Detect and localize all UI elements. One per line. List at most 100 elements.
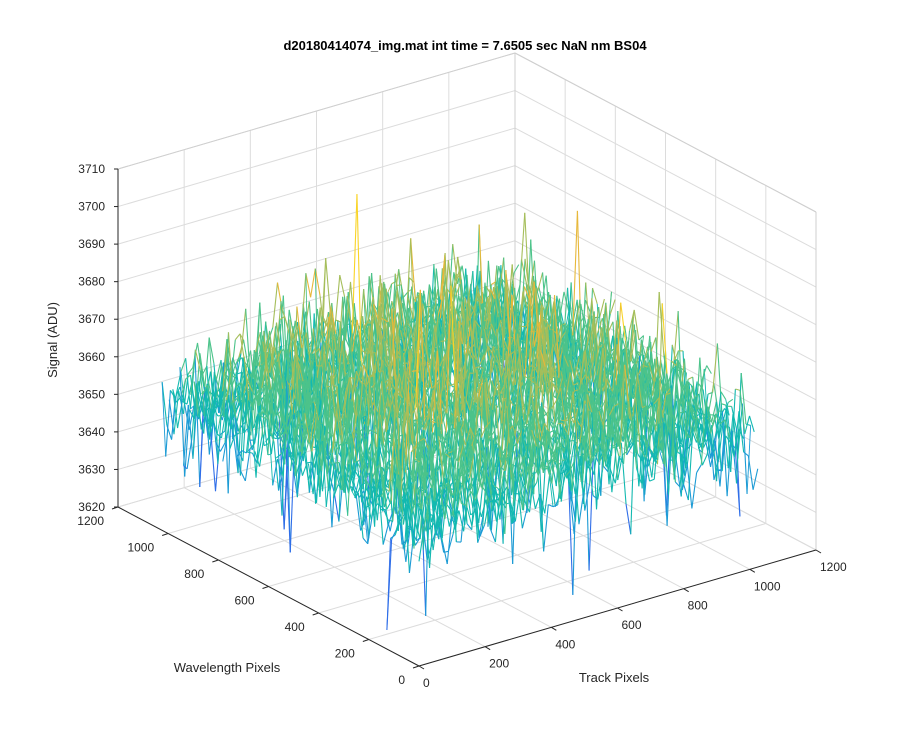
surface-segment	[334, 461, 340, 464]
surface-segment	[464, 418, 471, 447]
surface-segment	[496, 328, 502, 378]
surface-segment	[498, 257, 505, 300]
surface-segment	[351, 329, 358, 372]
surface-segment	[383, 281, 390, 330]
surface-segment	[203, 337, 210, 392]
surface-segment	[448, 344, 454, 398]
surface-segment	[403, 317, 410, 352]
surface-segment	[589, 314, 595, 385]
surface-segment	[201, 388, 207, 395]
surface-segment	[607, 321, 614, 333]
surface-segment	[261, 382, 268, 437]
surface-segment	[253, 389, 259, 406]
surface-segment	[223, 394, 229, 398]
surface-segment	[476, 325, 483, 367]
surface-segment	[180, 378, 187, 397]
surface-segment	[355, 366, 362, 388]
surface-segment	[331, 382, 337, 388]
surface-segment	[542, 407, 549, 417]
surface-segment	[520, 325, 526, 328]
surface-segment	[329, 394, 336, 433]
surface-segment	[370, 372, 376, 377]
surface-segment	[386, 463, 392, 472]
surface-segment	[335, 319, 341, 323]
surface-segment	[357, 492, 364, 539]
surface-segment	[263, 378, 270, 435]
surface-segment	[231, 409, 238, 421]
surface-segment	[496, 372, 503, 424]
surface-segment	[437, 426, 444, 450]
surface-segment	[245, 406, 252, 454]
surface-segment	[482, 346, 489, 361]
surface-segment	[415, 289, 421, 409]
surface-segment	[242, 380, 249, 462]
surface-segment	[346, 296, 353, 330]
surface-segment	[411, 393, 418, 425]
surface-segment	[218, 362, 225, 403]
surface-segment	[474, 383, 480, 403]
surface-segment	[574, 356, 580, 379]
surface-segment	[172, 389, 179, 429]
surface-segment	[312, 328, 319, 382]
grid-line	[117, 90, 516, 208]
surface-segment	[486, 323, 492, 345]
surface-segment	[469, 388, 476, 411]
surface-segment	[629, 324, 635, 363]
surface-segment	[354, 475, 361, 498]
surface-segment	[525, 331, 531, 369]
surface-segment	[599, 298, 605, 318]
surface-segment	[362, 456, 369, 474]
surface-segment	[576, 210, 583, 377]
surface-segment	[417, 424, 424, 434]
surface-segment	[205, 389, 212, 433]
surface-segment	[529, 379, 535, 384]
surface-segment	[425, 347, 431, 368]
surface-segment	[292, 464, 298, 498]
surface-segment	[511, 294, 518, 371]
surface-segment	[456, 397, 462, 427]
surface-segment	[407, 413, 413, 424]
surface-segment	[403, 352, 408, 378]
surface-segment	[365, 438, 372, 479]
surface-segment	[276, 348, 283, 363]
surface-segment	[190, 349, 196, 395]
surface-segment	[216, 365, 222, 399]
surface-segment	[372, 402, 379, 413]
surface-segment	[186, 438, 193, 469]
surface-segment	[385, 288, 392, 333]
surface-segment	[325, 306, 332, 340]
surface-segment	[650, 337, 657, 352]
surface-segment	[185, 358, 191, 410]
surface-segment	[330, 435, 337, 492]
surface-segment	[383, 406, 390, 465]
surface-segment	[431, 382, 436, 422]
surface-segment	[185, 374, 191, 380]
surface-segment	[300, 311, 307, 350]
surface-segment	[569, 378, 576, 400]
surface-segment	[484, 288, 491, 329]
grid-line	[514, 90, 817, 250]
surface-segment	[217, 391, 224, 464]
surface-segment	[258, 413, 263, 417]
surface-segment	[538, 363, 545, 417]
surface-segment	[367, 296, 374, 321]
surface-segment	[379, 414, 385, 446]
surface-segment	[330, 376, 336, 417]
surface-segment	[329, 463, 336, 493]
surface-segment	[584, 349, 591, 390]
surface-segment	[194, 355, 201, 488]
surface-segment	[420, 406, 427, 423]
surface-segment	[548, 301, 555, 330]
surface-segment	[457, 256, 462, 280]
surface-segment	[310, 268, 316, 298]
surface-segment	[266, 351, 273, 377]
surface-segment	[564, 372, 571, 401]
surface-segment	[670, 360, 677, 367]
surface-segment	[521, 403, 526, 414]
surface-segment	[560, 370, 565, 459]
surface-segment	[261, 360, 267, 366]
surface-segment	[367, 440, 373, 474]
surface-segment	[257, 389, 264, 416]
surface-segment	[229, 435, 236, 449]
